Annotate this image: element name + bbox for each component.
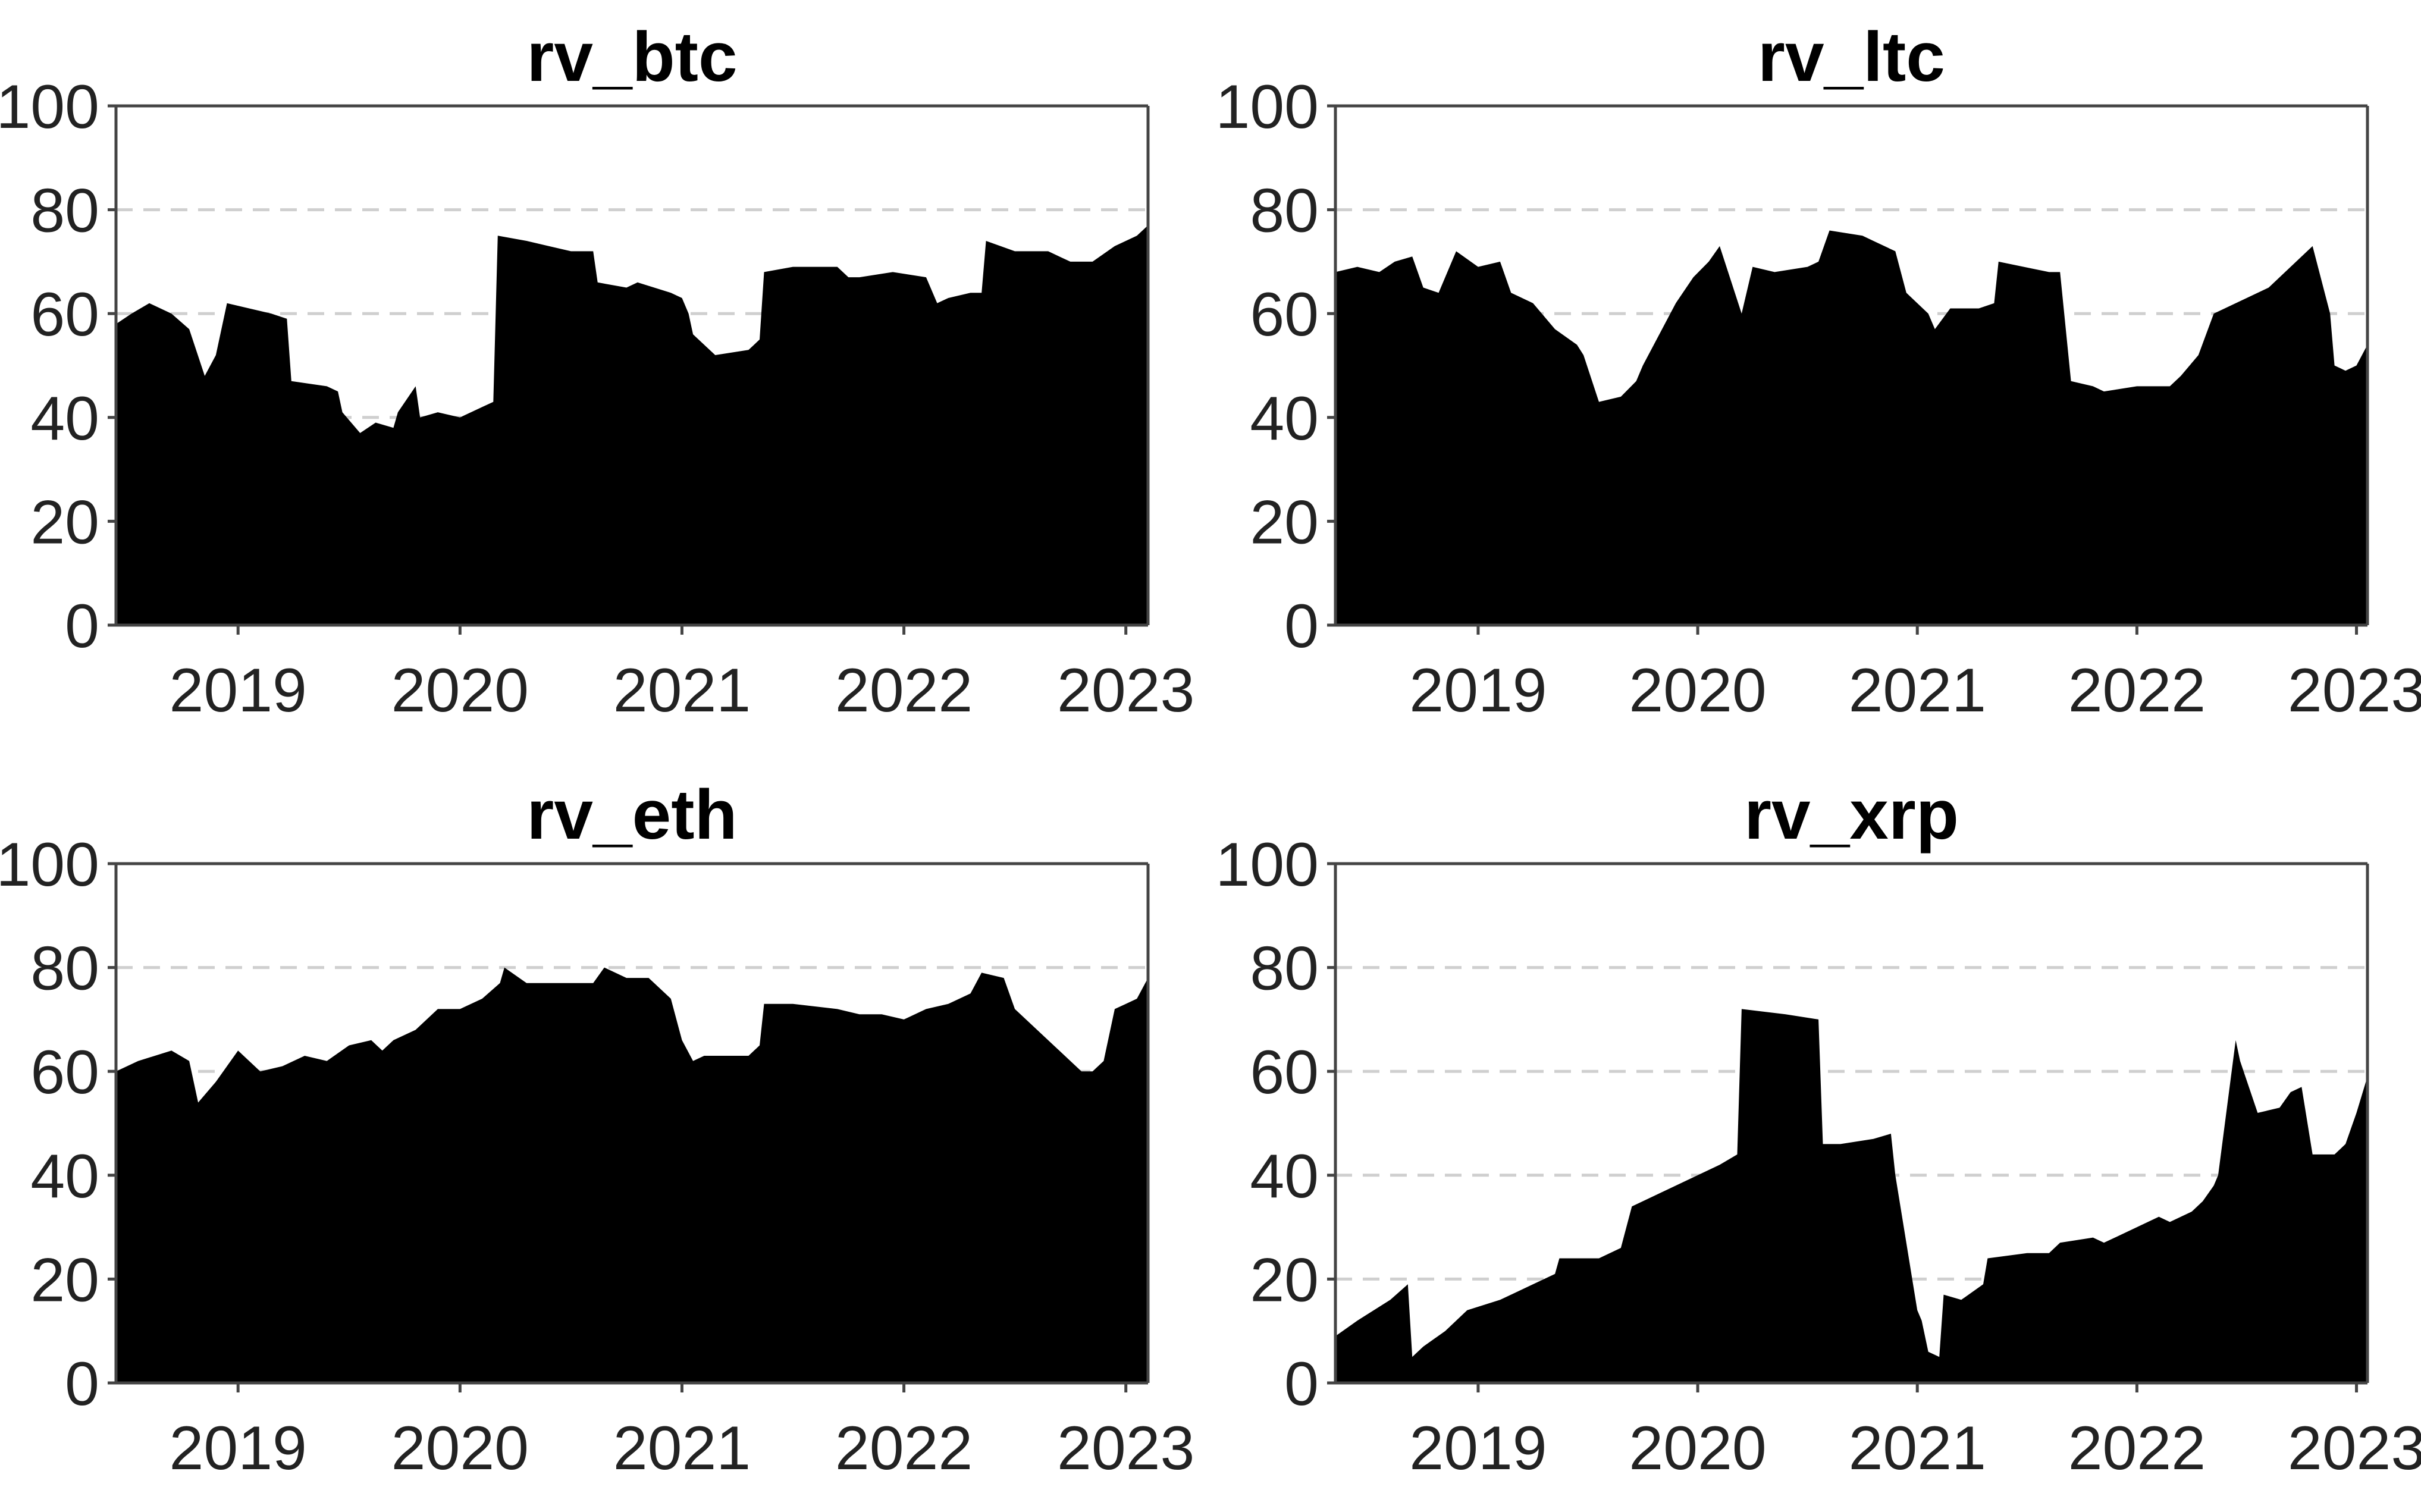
x-tick-label: 2022 [2068,656,2206,725]
y-tick-label: 0 [1284,592,1319,661]
y-tick-label: 100 [1215,73,1319,142]
x-tick-label: 2020 [1629,1414,1766,1483]
y-tick-label: 100 [1215,830,1319,899]
y-tick-label: 80 [1250,177,1319,246]
x-tick-label: 2019 [1409,1414,1547,1483]
y-tick-label: 40 [30,1142,99,1211]
series-area-rv_ltc [1335,230,2367,625]
y-tick-label: 80 [1250,934,1319,1003]
y-tick-label: 60 [30,280,99,349]
x-tick-label: 2019 [170,1414,307,1483]
x-tick-label: 2022 [835,1414,973,1483]
y-tick-label: 0 [65,592,99,661]
chart-title: rv_btc [526,18,737,96]
y-tick-label: 0 [1284,1350,1319,1419]
x-tick-label: 2020 [391,656,529,725]
y-tick-label: 20 [1250,1246,1319,1315]
y-tick-label: 100 [0,830,99,899]
y-tick-label: 40 [1250,384,1319,453]
y-tick-label: 100 [0,73,99,142]
panel-rv_eth: 0 20 40 60 80 100 2019 2020 2021 2022 2023 rv_eth [0,776,1194,1483]
y-tick-label: 0 [65,1350,99,1419]
series-area-rv_xrp [1335,1009,2367,1383]
y-tick-label: 40 [1250,1142,1319,1211]
chart-title: rv_eth [526,776,737,854]
x-tick-label: 2021 [1849,1414,1986,1483]
x-tick-label: 2023 [2288,1414,2421,1483]
panel-rv_ltc: 0 20 40 60 80 100 2019 2020 2021 2022 2023 rv_ltc [1215,18,2421,725]
x-tick-label: 2023 [2288,656,2421,725]
panel-rv_btc: 0 20 40 60 80 100 2019 2020 2021 2022 2023 rv_btc [0,18,1194,725]
x-tick-label: 2022 [2068,1414,2206,1483]
x-tick-label: 2021 [613,1414,751,1483]
x-tick-label: 2020 [1629,656,1766,725]
y-tick-label: 60 [1250,280,1319,349]
x-tick-label: 2023 [1057,1414,1194,1483]
chart-title: rv_xrp [1744,776,1959,854]
series-area-rv_eth [116,967,1148,1383]
panel-rv_xrp: 0 20 40 60 80 100 2019 2020 2021 2022 2023 rv_xrp [1215,776,2421,1483]
y-tick-label: 20 [30,1246,99,1315]
x-tick-label: 2020 [391,1414,529,1483]
x-tick-label: 2021 [1849,656,1986,725]
y-tick-label: 60 [30,1038,99,1107]
x-tick-label: 2019 [170,656,307,725]
x-tick-label: 2019 [1409,656,1547,725]
series-area-rv_btc [116,225,1148,625]
y-tick-label: 20 [30,488,99,557]
y-tick-label: 80 [30,177,99,246]
y-tick-label: 60 [1250,1038,1319,1107]
y-tick-label: 20 [1250,488,1319,557]
x-tick-label: 2023 [1057,656,1194,725]
x-tick-label: 2021 [613,656,751,725]
chart-title: rv_ltc [1758,18,1945,96]
y-tick-label: 40 [30,384,99,453]
x-tick-label: 2022 [835,656,973,725]
y-tick-label: 80 [30,934,99,1003]
